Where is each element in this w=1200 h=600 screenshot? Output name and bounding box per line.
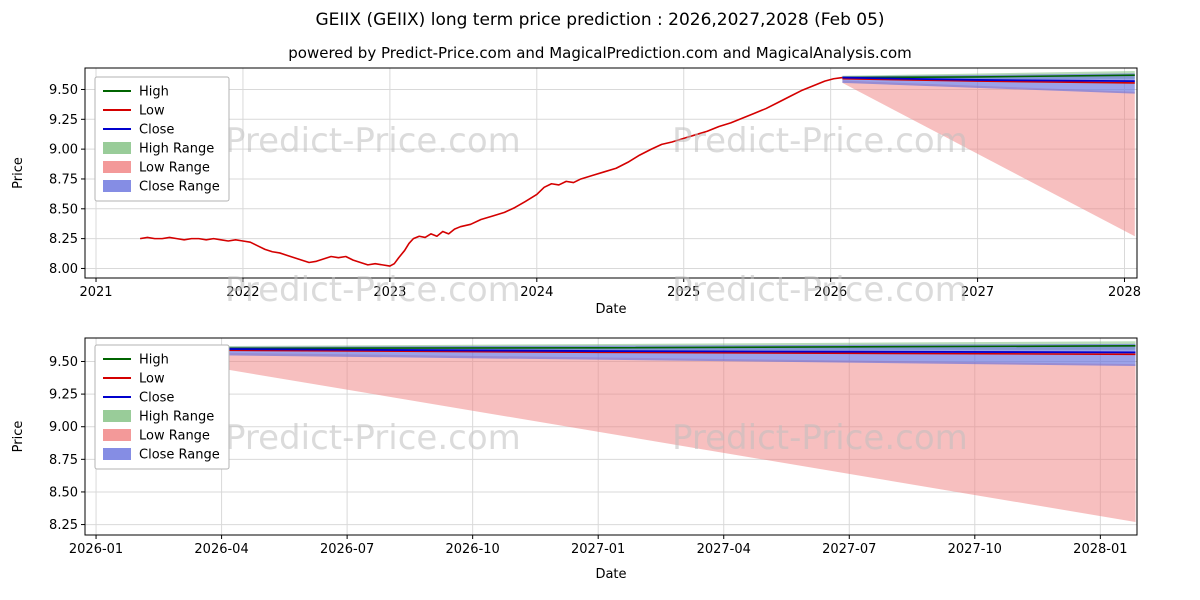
y-tick-label: 8.25 (49, 518, 78, 533)
x-axis-label: Date (595, 567, 626, 582)
series-close-forecast (842, 76, 1135, 83)
y-tick-label: 8.25 (49, 232, 78, 247)
legend: High Low Close High Range Low Range Close Ran… (94, 76, 230, 202)
legend-label: Low (139, 372, 165, 387)
series-low-history (139, 76, 843, 267)
y-tick-label: 9.50 (49, 355, 78, 370)
x-axis-label: Date (595, 302, 626, 317)
legend-label: Close Range (139, 180, 220, 195)
y-tick-label: 9.25 (49, 388, 78, 403)
y-tick-label: 8.75 (49, 453, 78, 468)
series-close-forecast (136, 347, 1136, 354)
legend-swatch-Low Range (103, 161, 131, 173)
series-high-forecast (842, 74, 1135, 79)
x-tick-label: 2026-10 (445, 542, 499, 557)
legend-swatch-Close Range (103, 448, 131, 460)
plot-border (84, 67, 1138, 279)
x-tick-label: 2023 (373, 285, 406, 300)
x-tick-label: 2026-04 (194, 542, 248, 557)
y-axis-label: Price (11, 157, 26, 189)
band-low-range (842, 80, 1135, 237)
y-tick-label: 8.00 (49, 262, 78, 277)
x-tick-label: 2026 (814, 285, 847, 300)
chart-subtitle: powered by Predict-Price.com and Magical… (288, 44, 912, 62)
legend-label: Close (139, 391, 174, 406)
x-tick-label: 2027-04 (697, 542, 751, 557)
y-axis-label: Price (11, 421, 26, 453)
x-tick-label: 2024 (520, 285, 553, 300)
legend-swatch-Low Range (103, 429, 131, 441)
band-low-range (136, 351, 1136, 522)
y-tick-label: 8.50 (49, 202, 78, 217)
x-tick-label: 2022 (226, 285, 259, 300)
legend-swatch-Close Range (103, 180, 131, 192)
watermark-text: Predict-Price.com (225, 121, 521, 161)
legend-label: High Range (139, 410, 214, 425)
x-tick-label: 2027-01 (571, 542, 625, 557)
legend-label: High (139, 85, 169, 100)
watermark-text: Predict-Price.com (225, 418, 521, 458)
legend-label: High (139, 353, 169, 368)
subplot-full-history-and-forecast: 2021 2022 2023 2024 2025 2026 2027 2028 8.00 8.25… (11, 67, 1141, 317)
watermark-text: Predict-Price.com (225, 270, 521, 310)
series-low-forecast (842, 77, 1135, 84)
x-tick-label: 2027-10 (948, 542, 1002, 557)
legend-swatch-High Range (103, 142, 131, 154)
y-tick-label: 9.00 (49, 143, 78, 158)
plot-area (136, 341, 1136, 522)
legend-label: Close (139, 123, 174, 138)
y-tick-label: 9.25 (49, 113, 78, 128)
legend-label: Low (139, 104, 165, 119)
y-tick-label: 9.50 (49, 83, 78, 98)
y-tick-label: 8.50 (49, 485, 78, 500)
plot-border (84, 337, 1138, 536)
subplot-forecast-zoom: 2026-01 2026-04 2026-07 2026-10 2027-01 2027-… (11, 337, 1138, 582)
plot-area (139, 70, 1135, 267)
series-high-forecast (136, 345, 1136, 350)
x-tick-label: 2021 (79, 285, 112, 300)
chart-title: GEIIX (GEIIX) long term price prediction… (315, 10, 885, 30)
x-tick-label: 2026-01 (69, 542, 123, 557)
watermark-text: Predict-Price.com (672, 121, 968, 161)
legend-swatch-High Range (103, 410, 131, 422)
x-tick-label: 2026-07 (320, 542, 374, 557)
series-low-forecast (136, 348, 1136, 356)
x-tick-label: 2028 (1108, 285, 1141, 300)
legend-label: Low Range (139, 161, 210, 176)
x-tick-label: 2027 (961, 285, 994, 300)
y-tick-label: 9.00 (49, 420, 78, 435)
x-tick-label: 2025 (667, 285, 700, 300)
legend-label: Close Range (139, 448, 220, 463)
watermark-text: Predict-Price.com (672, 270, 968, 310)
x-tick-label: 2027-07 (822, 542, 876, 557)
legend-label: High Range (139, 142, 214, 157)
legend: High Low Close High Range Low Range Close Ran… (94, 344, 230, 470)
watermark-text: Predict-Price.com (672, 418, 968, 458)
legend-label: Low Range (139, 429, 210, 444)
x-tick-label: 2028-01 (1073, 542, 1127, 557)
y-tick-label: 8.75 (49, 172, 78, 187)
